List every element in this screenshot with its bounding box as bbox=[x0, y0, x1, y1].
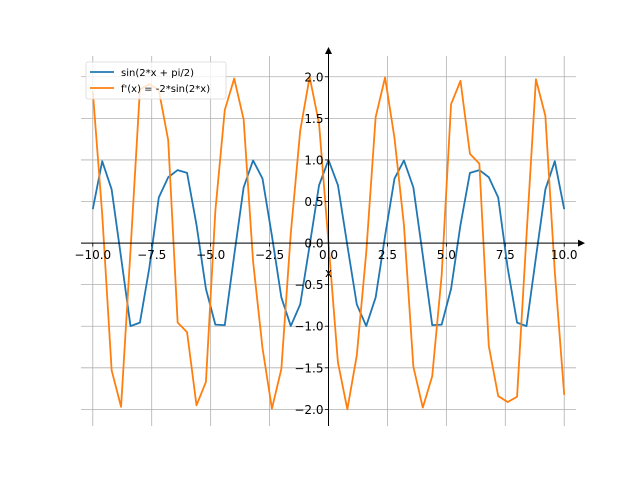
y-tick-label-6: 1.0 bbox=[304, 153, 323, 167]
x-tick-label-0: −10.0 bbox=[74, 248, 111, 262]
x-tick-label-1: −7.5 bbox=[137, 248, 166, 262]
x-tick-label-7: 7.5 bbox=[496, 248, 515, 262]
legend-label-series-1: sin(2*x + pi/2) bbox=[121, 68, 194, 79]
legend-box bbox=[85, 61, 227, 100]
y-tick-label-5: 0.5 bbox=[304, 195, 323, 209]
x-axis-arrow-icon bbox=[578, 239, 585, 247]
y-tick-label-1: −1.5 bbox=[294, 361, 323, 375]
x-tick-label-6: 5.0 bbox=[437, 248, 456, 262]
y-tick-label-2: −1.0 bbox=[294, 320, 323, 334]
x-axis-label: x bbox=[325, 266, 332, 280]
y-tick-label-8: 2.0 bbox=[304, 70, 323, 84]
x-tick-label-4: 0.0 bbox=[319, 248, 338, 262]
y-tick-label-7: 1.5 bbox=[304, 112, 323, 126]
y-tick-label-3: −0.5 bbox=[294, 278, 323, 292]
legend: sin(2*x + pi/2) f'(x) = -2*sin(2*x) bbox=[85, 61, 227, 100]
x-tick-label-3: −2.5 bbox=[255, 248, 284, 262]
axes: −10.0 −7.5 −5.0 −2.5 0.0 2.5 5.0 7.5 10.0 −2.0 −1.… bbox=[74, 47, 585, 426]
y-tick-label-4: 0.0 bbox=[304, 237, 323, 251]
x-tick-label-2: −5.0 bbox=[196, 248, 225, 262]
x-tick-label-5: 2.5 bbox=[378, 248, 397, 262]
y-tick-label-0: −2.0 bbox=[294, 403, 323, 417]
x-tick-label-8: 10.0 bbox=[551, 248, 578, 262]
y-axis-arrow-icon bbox=[325, 47, 332, 54]
legend-label-series-2: f'(x) = -2*sin(2*x) bbox=[121, 84, 210, 95]
